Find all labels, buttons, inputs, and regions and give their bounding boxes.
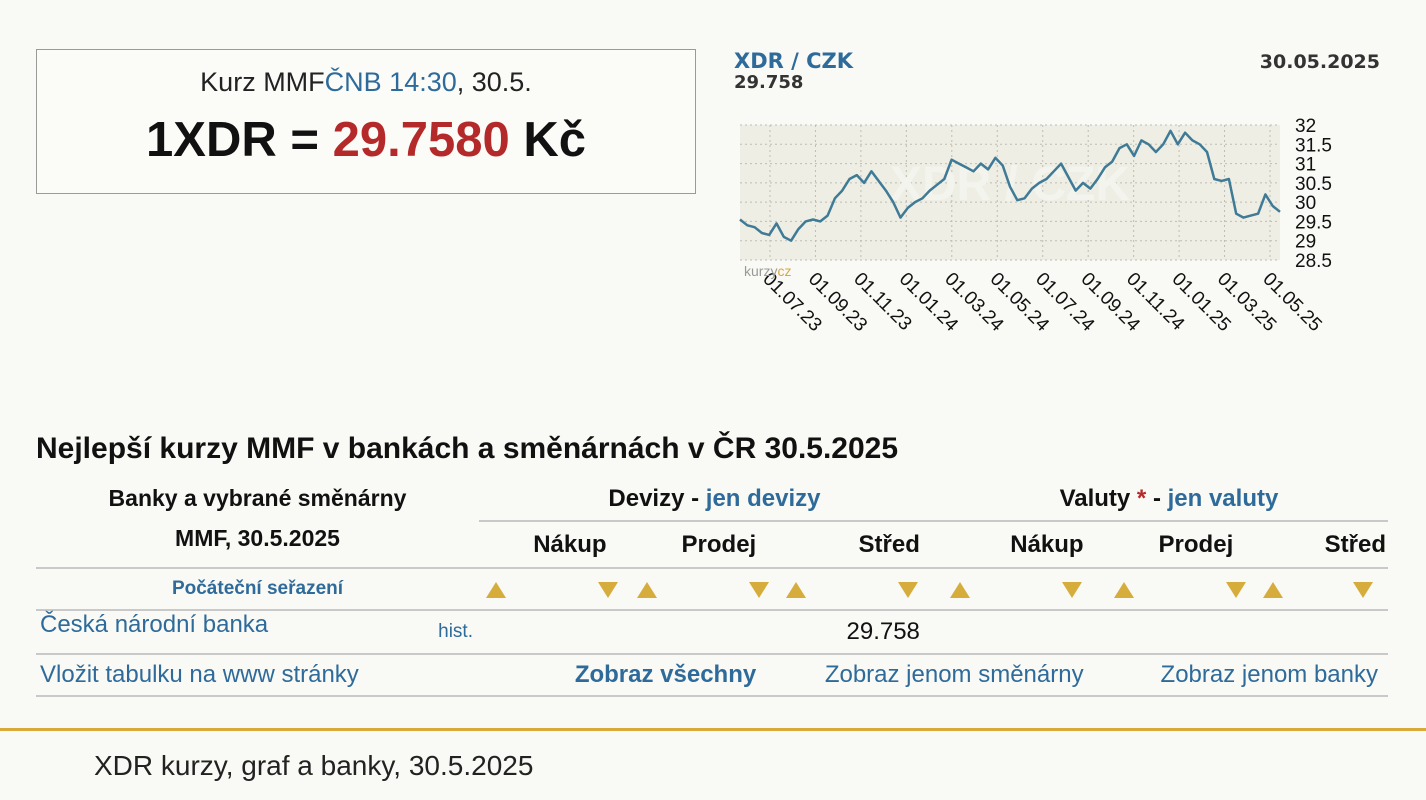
y-tick-label: 30 — [1295, 193, 1316, 214]
rate-caption: Kurz MMFČNB 14:30, 30.5. — [200, 67, 532, 97]
col-val-sell: Prodej — [1158, 530, 1234, 558]
history-link[interactable]: hist. — [438, 621, 473, 642]
show-exchanges-link[interactable]: Zobraz jenom směnárny — [824, 661, 1084, 688]
col-val-mid: Střed — [1324, 530, 1386, 558]
sort-up-icon[interactable] — [1113, 581, 1134, 598]
chart-date: 30.05.2025 — [1260, 51, 1380, 73]
show-banks-link[interactable]: Zobraz jenom banky — [1160, 661, 1378, 688]
sort-up-icon[interactable] — [636, 581, 657, 598]
sort-up-icon[interactable] — [949, 581, 970, 598]
best-rates-title: Nejlepší kurzy MMF v bankách a směnárnác… — [36, 432, 899, 465]
sort-up-icon[interactable] — [486, 581, 506, 598]
divider-line — [0, 728, 1426, 731]
y-tick-label: 29 — [1295, 232, 1316, 253]
sort-up-icon[interactable] — [1263, 581, 1284, 598]
banks-header: Banky a vybrané směnárny MMF, 30.5.2025 — [108, 485, 407, 551]
col-dev-sell: Prodej — [681, 530, 757, 558]
chart-subtitle: 29.758 — [734, 72, 803, 93]
embed-table-link[interactable]: Vložit tabulku na www stránky — [40, 661, 359, 688]
initial-sort-link[interactable]: Počáteční seřazení — [36, 567, 479, 611]
y-tick-label: 30.5 — [1295, 174, 1332, 195]
cnb-source-link[interactable]: ČNB 14:30 — [324, 67, 457, 97]
rate-box: Kurz MMFČNB 14:30, 30.5. 1XDR = 29.7580 … — [36, 49, 696, 194]
chart-brand-logo: kurzycz — [744, 263, 791, 279]
sort-down-icon[interactable] — [598, 581, 618, 598]
rate-value: 1XDR = 29.7580 Kč — [146, 113, 586, 167]
devizy-header: Devizy - jen devizy — [479, 478, 950, 522]
y-tick-label: 31 — [1295, 155, 1316, 176]
bank-name-link[interactable]: Česká národní banka — [40, 611, 269, 638]
grid-lines — [740, 124, 1280, 261]
col-val-buy: Nákup — [1010, 530, 1084, 558]
rates-table: Banky a vybrané směnárny MMF, 30.5.2025 D… — [36, 478, 1388, 697]
rate-number: 29.7580 — [332, 113, 510, 167]
footer-title: XDR kurzy, graf a banky, 30.5.2025 — [94, 750, 534, 781]
plot-area — [740, 125, 1280, 260]
chart-title: XDR / CZK — [734, 49, 854, 73]
table-row: Česká národní banka hist. 29.758 — [36, 610, 1388, 655]
sort-up-icon[interactable] — [786, 581, 807, 598]
sort-down-icon[interactable] — [1061, 581, 1082, 598]
sort-down-icon[interactable] — [748, 581, 769, 598]
only-devizy-link[interactable]: jen devizy — [705, 485, 821, 512]
series-line — [739, 129, 1281, 242]
sort-row: Počáteční seřazení — [36, 567, 1388, 611]
sort-down-icon[interactable] — [1353, 581, 1374, 598]
dev-mid-value: 29.758 — [786, 610, 950, 655]
xdr-czk-chart: XDR / CZK 29.758 30.05.2025 XDR / CZK 32… — [734, 49, 1380, 336]
only-valuty-link[interactable]: jen valuty — [1167, 485, 1279, 512]
sort-down-icon[interactable] — [898, 581, 919, 598]
x-axis-ticks: 01.07.2301.09.2301.11.2301.01.2401.03.24… — [758, 269, 1325, 336]
y-tick-label: 29.5 — [1295, 212, 1332, 233]
links-row: Vložit tabulku na www stránky Zobraz vše… — [36, 654, 1388, 697]
sort-down-icon[interactable] — [1225, 581, 1246, 598]
show-all-link[interactable]: Zobraz všechny — [574, 661, 757, 688]
col-dev-buy: Nákup — [533, 530, 607, 558]
y-tick-label: 28.5 — [1295, 251, 1332, 272]
y-tick-label: 32 — [1295, 116, 1316, 137]
y-tick-label: 31.5 — [1295, 135, 1332, 156]
col-dev-mid: Střed — [858, 530, 920, 558]
valuty-header: Valuty * - jen valuty — [949, 478, 1388, 522]
